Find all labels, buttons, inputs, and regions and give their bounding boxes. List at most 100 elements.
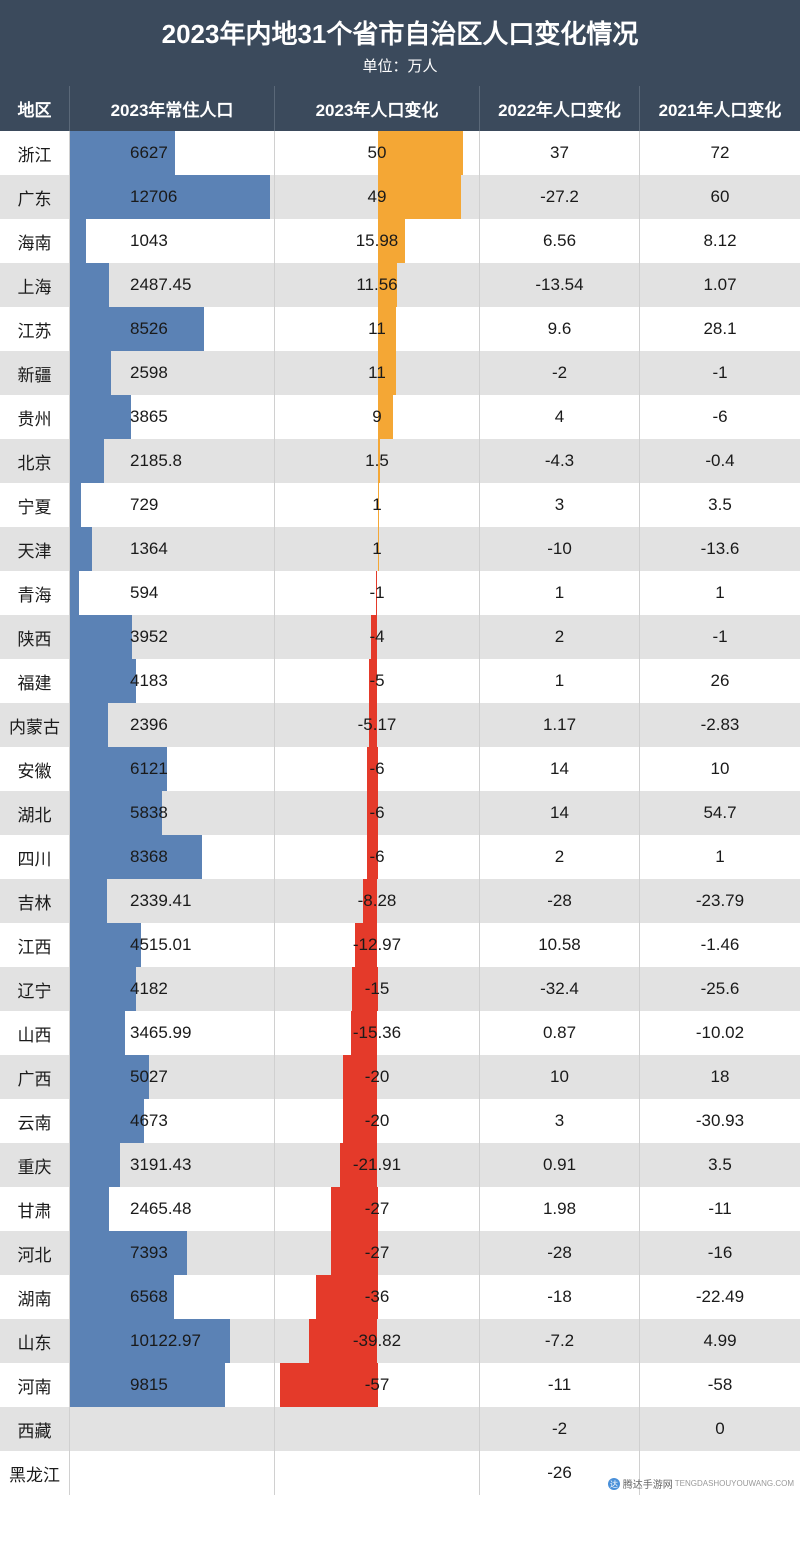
cell-region: 安徽 xyxy=(0,747,70,791)
cell-change-2021: -23.79 xyxy=(640,879,800,923)
cell-change-2022: -28 xyxy=(480,1231,640,1275)
cell-change-2022: 4 xyxy=(480,395,640,439)
cell-population: 8526 xyxy=(70,307,275,351)
cell-change-2021: 28.1 xyxy=(640,307,800,351)
table-row: 海南104315.986.568.12 xyxy=(0,219,800,263)
population-value: 4182 xyxy=(70,979,168,999)
cell-change-2021: -10.02 xyxy=(640,1011,800,1055)
watermark-text: 腾达手游网 xyxy=(623,1476,673,1491)
cell-change-2022: 3 xyxy=(480,483,640,527)
cell-change-2021: 26 xyxy=(640,659,800,703)
cell-population: 3952 xyxy=(70,615,275,659)
cell-population: 8368 xyxy=(70,835,275,879)
cell-change-2021: -2.83 xyxy=(640,703,800,747)
cell-change-2022: -32.4 xyxy=(480,967,640,1011)
change-2023-value: -15 xyxy=(275,979,479,999)
cell-region: 山东 xyxy=(0,1319,70,1363)
table-row: 上海2487.4511.56-13.541.07 xyxy=(0,263,800,307)
change-2023-value: -4 xyxy=(275,627,479,647)
cell-change-2023 xyxy=(275,1451,480,1495)
table-row: 河北7393-27-28-16 xyxy=(0,1231,800,1275)
cell-region: 天津 xyxy=(0,527,70,571)
cell-population: 4182 xyxy=(70,967,275,1011)
cell-change-2022: 10 xyxy=(480,1055,640,1099)
population-value: 2465.48 xyxy=(70,1199,191,1219)
watermark-url: TENGDASHOUYOUWANG.COM xyxy=(675,1479,794,1488)
cell-change-2022: -2 xyxy=(480,1407,640,1451)
cell-region: 宁夏 xyxy=(0,483,70,527)
cell-change-2022: -27.2 xyxy=(480,175,640,219)
population-value: 6121 xyxy=(70,759,168,779)
cell-change-2023: 15.98 xyxy=(275,219,480,263)
cell-change-2021: -22.49 xyxy=(640,1275,800,1319)
change-2023-value: -5 xyxy=(275,671,479,691)
col-header-region: 地区 xyxy=(0,86,70,131)
cell-change-2023: -15.36 xyxy=(275,1011,480,1055)
population-value: 3191.43 xyxy=(70,1155,191,1175)
cell-change-2022: -18 xyxy=(480,1275,640,1319)
cell-change-2022: 9.6 xyxy=(480,307,640,351)
population-value: 6627 xyxy=(70,143,168,163)
cell-change-2023: -57 xyxy=(275,1363,480,1407)
cell-region: 上海 xyxy=(0,263,70,307)
col-header-chg21: 2021年人口变化 xyxy=(640,86,800,131)
table-row: 天津13641-10-13.6 xyxy=(0,527,800,571)
cell-region: 吉林 xyxy=(0,879,70,923)
population-value: 3952 xyxy=(70,627,168,647)
cell-change-2021: -6 xyxy=(640,395,800,439)
cell-population: 3191.43 xyxy=(70,1143,275,1187)
cell-population: 729 xyxy=(70,483,275,527)
change-2023-value: -6 xyxy=(275,759,479,779)
cell-population: 1043 xyxy=(70,219,275,263)
table-row: 吉林2339.41-8.28-28-23.79 xyxy=(0,879,800,923)
table-row: 贵州386594-6 xyxy=(0,395,800,439)
cell-population: 3865 xyxy=(70,395,275,439)
population-value: 5027 xyxy=(70,1067,168,1087)
population-value: 7393 xyxy=(70,1243,168,1263)
population-value: 2598 xyxy=(70,363,168,383)
cell-region: 青海 xyxy=(0,571,70,615)
cell-change-2023: 1.5 xyxy=(275,439,480,483)
cell-population: 2185.8 xyxy=(70,439,275,483)
population-value: 2487.45 xyxy=(70,275,191,295)
change-2023-value: -20 xyxy=(275,1111,479,1131)
table-row: 广东1270649-27.260 xyxy=(0,175,800,219)
population-value: 8526 xyxy=(70,319,168,339)
cell-change-2023: -20 xyxy=(275,1099,480,1143)
cell-change-2021: -25.6 xyxy=(640,967,800,1011)
cell-change-2021: 18 xyxy=(640,1055,800,1099)
cell-change-2023: -12.97 xyxy=(275,923,480,967)
change-2023-value: 11 xyxy=(275,363,479,383)
cell-change-2022: 0.87 xyxy=(480,1011,640,1055)
change-2023-value: -57 xyxy=(275,1375,479,1395)
cell-change-2023: -8.28 xyxy=(275,879,480,923)
change-2023-value: -8.28 xyxy=(275,891,479,911)
change-2023-value: 15.98 xyxy=(275,231,479,251)
change-2023-value: 1 xyxy=(275,495,479,515)
cell-population: 6627 xyxy=(70,131,275,175)
cell-region: 湖南 xyxy=(0,1275,70,1319)
population-value: 594 xyxy=(70,583,158,603)
cell-population: 6568 xyxy=(70,1275,275,1319)
cell-change-2022: 10.58 xyxy=(480,923,640,967)
change-2023-value: 9 xyxy=(275,407,479,427)
change-2023-value: 50 xyxy=(275,143,479,163)
cell-region: 内蒙古 xyxy=(0,703,70,747)
change-2023-value: -20 xyxy=(275,1067,479,1087)
cell-population: 5838 xyxy=(70,791,275,835)
cell-change-2022: -2 xyxy=(480,351,640,395)
chart-subtitle: 单位：万人 xyxy=(0,55,800,76)
cell-change-2022: 6.56 xyxy=(480,219,640,263)
change-2023-value: -5.17 xyxy=(275,715,479,735)
table-row: 北京2185.81.5-4.3-0.4 xyxy=(0,439,800,483)
cell-change-2022: 37 xyxy=(480,131,640,175)
cell-population: 1364 xyxy=(70,527,275,571)
chart-title: 2023年内地31个省市自治区人口变化情况 xyxy=(0,14,800,51)
cell-population: 9815 xyxy=(70,1363,275,1407)
cell-change-2022: -11 xyxy=(480,1363,640,1407)
cell-population: 10122.97 xyxy=(70,1319,275,1363)
cell-population: 12706 xyxy=(70,175,275,219)
cell-change-2023: 50 xyxy=(275,131,480,175)
cell-change-2023: 9 xyxy=(275,395,480,439)
cell-population: 3465.99 xyxy=(70,1011,275,1055)
